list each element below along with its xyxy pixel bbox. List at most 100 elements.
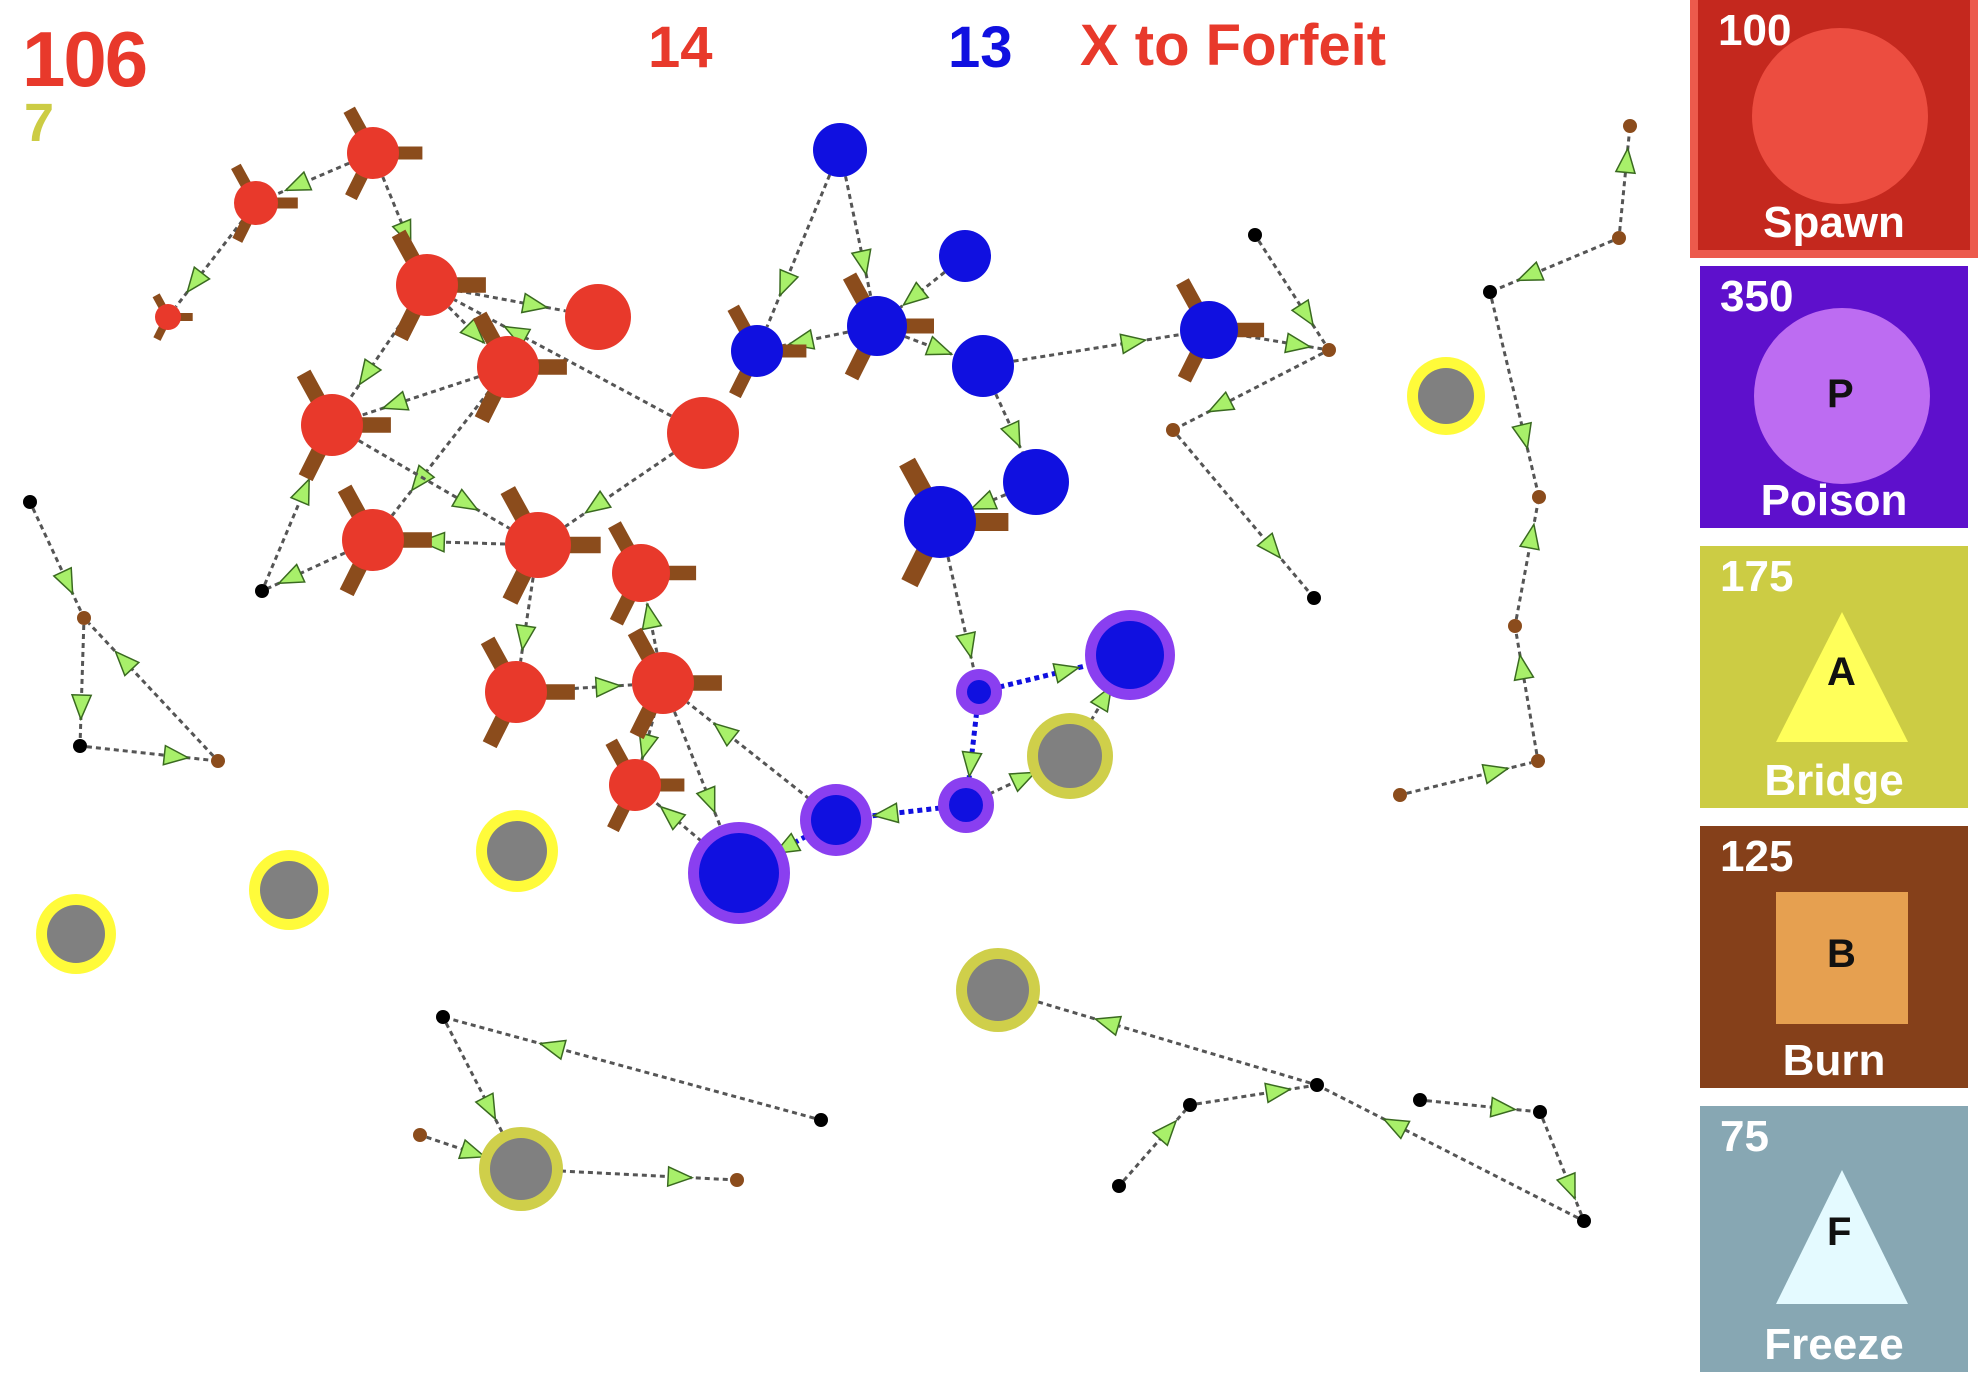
flow-arrow-icon	[871, 802, 900, 824]
income-counter: 7	[24, 93, 55, 153]
edge-line	[1490, 298, 1539, 491]
spawn-label: Spawn	[1763, 198, 1905, 247]
flow-arrow-icon	[901, 281, 930, 307]
waypoint-dot	[1531, 754, 1545, 768]
red-node	[565, 284, 631, 350]
waypoint-dot	[436, 1010, 450, 1024]
edge-line	[1196, 1084, 1311, 1106]
edge-line	[1514, 632, 1539, 755]
forfeit-hint: X to Forfeit	[1080, 13, 1387, 78]
waypoint-dot	[1322, 343, 1336, 357]
red-node	[612, 544, 670, 602]
waypoint-dot	[730, 1173, 744, 1187]
edge-line	[1013, 333, 1181, 363]
flow-arrow-icon	[380, 390, 410, 411]
edge-line	[765, 174, 832, 328]
edge-line	[78, 624, 86, 740]
edge-line	[1178, 351, 1324, 429]
square-icon	[1776, 892, 1908, 1024]
waypoint-dot	[1183, 1098, 1197, 1112]
flow-arrow-icon	[583, 489, 613, 514]
edge-line	[994, 393, 1024, 453]
triangle-icon	[1776, 612, 1908, 742]
red-node	[347, 127, 399, 179]
waypoint-dot	[1248, 228, 1262, 242]
waypoint-dot	[1166, 423, 1180, 437]
waypoint-dot	[1112, 1179, 1126, 1193]
blue-node	[904, 486, 976, 558]
flow-arrow-icon	[114, 650, 141, 677]
flow-arrow-icon	[594, 676, 623, 698]
edge-line	[1514, 503, 1540, 620]
flow-arrow-icon	[418, 531, 446, 553]
flow-arrow-icon	[969, 489, 999, 510]
flow-arrow-icon	[659, 805, 687, 831]
blue-node	[952, 335, 1014, 397]
burn-label: Burn	[1782, 1036, 1886, 1085]
ability-shop: 100 Spawn 350 P Poison 175 A Bridge 125 …	[1690, 0, 1978, 1376]
edge-line	[673, 711, 726, 837]
flow-arrow-icon	[1264, 1082, 1293, 1104]
flow-arrow-icon	[924, 335, 954, 356]
edge-line	[1322, 1086, 1579, 1220]
bridge-card[interactable]: 175 A Bridge	[1700, 546, 1968, 808]
blue-node	[699, 833, 779, 913]
flow-arrow-icon	[1555, 1171, 1576, 1201]
neutral-node	[1038, 724, 1102, 788]
flow-arrow-icon	[850, 248, 872, 277]
neutral-node	[47, 905, 105, 963]
waypoint-dot	[1623, 119, 1637, 133]
waypoint-dot	[1393, 788, 1407, 802]
neutral-node	[487, 821, 547, 881]
blue-node-count: 13	[948, 15, 1013, 80]
game-board[interactable]	[0, 0, 1690, 1376]
edge-line	[1495, 239, 1614, 291]
blue-node	[847, 296, 907, 356]
waypoint-dot	[1533, 1105, 1547, 1119]
blue-node	[1003, 449, 1069, 515]
circle-icon	[1752, 28, 1928, 204]
waypoint-dot	[77, 611, 91, 625]
red-node	[155, 304, 181, 330]
flow-arrow-icon	[459, 317, 486, 345]
freeze-key: F	[1827, 1210, 1852, 1254]
flow-arrow-icon	[474, 1092, 497, 1121]
red-node	[301, 394, 363, 456]
flow-arrow-icon	[1513, 653, 1535, 682]
flow-arrow-icon	[695, 785, 716, 815]
edge-line	[449, 1017, 815, 1120]
flow-arrow-icon	[283, 170, 313, 192]
flow-arrow-icon	[1518, 522, 1540, 551]
edge-line	[86, 745, 212, 762]
edge-line	[457, 289, 566, 313]
red-node	[485, 661, 547, 723]
waypoint-dot	[1310, 1078, 1324, 1092]
poison-cost: 350	[1720, 272, 1794, 321]
freeze-label: Freeze	[1764, 1320, 1904, 1369]
freeze-card[interactable]: 75 F Freeze	[1700, 1106, 1968, 1372]
poison-card[interactable]: 350 P Poison	[1700, 266, 1968, 528]
blue-node	[731, 325, 783, 377]
flow-arrow-icon	[1093, 1015, 1123, 1037]
flow-arrow-icon	[70, 694, 93, 722]
burn-card[interactable]: 125 B Burn	[1700, 826, 1968, 1088]
edge-line	[1257, 240, 1327, 345]
waypoint-dot	[1483, 285, 1497, 299]
blue-node	[1180, 301, 1238, 359]
circle-icon	[1754, 308, 1930, 484]
flow-arrow-icon	[1290, 298, 1315, 327]
spawn-card[interactable]: 100 Spawn	[1690, 0, 1978, 258]
edge-line	[87, 622, 215, 757]
bridge-label: Bridge	[1764, 756, 1904, 805]
bridge-cost: 175	[1720, 552, 1794, 601]
edge-line	[444, 1022, 509, 1143]
edge-line	[946, 556, 978, 681]
flow-arrow-icon	[638, 731, 660, 761]
waypoint-dot	[211, 754, 225, 768]
waypoint-dot	[413, 1128, 427, 1142]
flow-arrow-icon	[515, 623, 537, 652]
flow-arrow-icon	[955, 630, 976, 660]
red-node	[632, 652, 694, 714]
flow-arrow-icon	[999, 419, 1021, 449]
waypoint-dot	[1532, 490, 1546, 504]
